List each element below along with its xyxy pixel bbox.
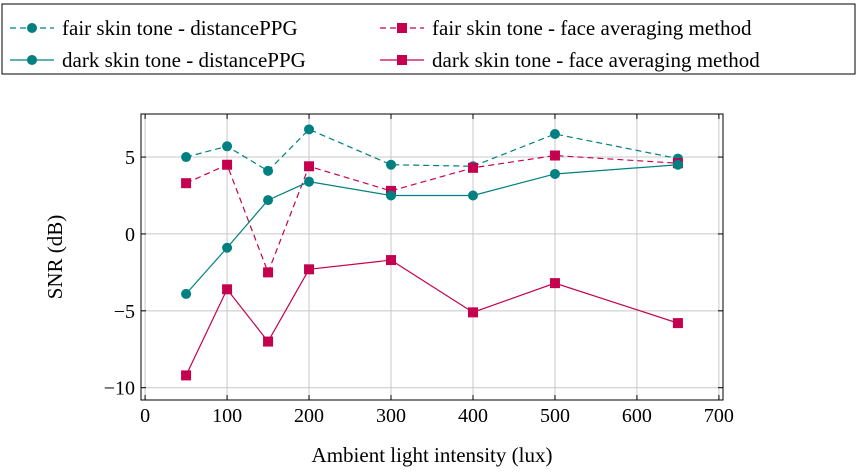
data-point <box>549 150 560 161</box>
x-axis-label: Ambient light intensity (lux) <box>312 443 553 467</box>
data-point <box>222 242 233 253</box>
data-point <box>467 307 478 318</box>
x-tick-label: 200 <box>294 405 324 427</box>
data-point <box>386 190 397 201</box>
data-point <box>549 128 560 139</box>
data-point <box>304 264 315 275</box>
series-line <box>185 259 679 376</box>
data-point <box>672 318 683 329</box>
data-point <box>222 159 233 170</box>
plot-frame <box>140 113 724 401</box>
series-line <box>185 154 678 275</box>
data-point <box>304 161 315 172</box>
legend-item: fair skin tone - face averaging method <box>380 16 752 40</box>
legend-box <box>1 3 856 75</box>
x-tick-label: 500 <box>540 405 570 427</box>
legend-item: dark skin tone - distancePPG <box>10 48 306 72</box>
data-point <box>304 176 315 187</box>
series-lines <box>181 124 683 381</box>
legend-label: fair skin tone - face averaging method <box>432 16 752 40</box>
legend-item: dark skin tone - face averaging method <box>380 48 760 72</box>
legend-label: dark skin tone - face averaging method <box>432 48 760 72</box>
series-3 <box>181 159 683 299</box>
data-point <box>549 278 560 289</box>
legend-swatch-marker <box>27 23 37 33</box>
grid-lines <box>141 114 723 400</box>
legend-swatch-marker <box>397 23 407 33</box>
data-point <box>263 267 274 278</box>
plot-area: 0 100 200 300 400 500 600 700 −10 −5 0 5 <box>104 113 734 427</box>
series-4 <box>181 255 683 381</box>
x-tick-label: 100 <box>212 405 242 427</box>
legend-item: fair skin tone - distancePPG <box>10 16 298 40</box>
data-point <box>222 284 233 295</box>
data-point <box>304 124 315 135</box>
y-tick-label: 5 <box>125 147 135 169</box>
data-point <box>181 288 192 299</box>
data-point <box>386 159 397 170</box>
series-line <box>185 164 678 295</box>
x-tick-label: 300 <box>376 405 406 427</box>
data-point <box>222 141 233 152</box>
series-line <box>185 128 679 172</box>
series-1 <box>181 124 683 176</box>
data-point <box>263 336 274 347</box>
data-point <box>181 152 192 163</box>
data-point <box>467 162 478 173</box>
legend-label: fair skin tone - distancePPG <box>62 16 298 40</box>
y-tick-label: 0 <box>125 224 135 246</box>
axis-ticks: 0 100 200 300 400 500 600 700 −10 −5 0 5 <box>104 114 734 427</box>
y-tick-label: −10 <box>104 378 135 400</box>
x-tick-label: 700 <box>704 405 734 427</box>
y-axis-label: SNR (dB) <box>43 215 67 300</box>
legend-swatch-marker <box>397 55 407 65</box>
data-point <box>549 168 560 179</box>
legend-swatch-marker <box>27 55 37 65</box>
legend: fair skin tone - distancePPG fair skin to… <box>1 3 856 75</box>
data-point <box>467 190 478 201</box>
data-point <box>263 165 274 176</box>
x-tick-label: 600 <box>622 405 652 427</box>
data-point <box>672 159 683 170</box>
data-point <box>386 255 397 266</box>
x-tick-label: 400 <box>458 405 488 427</box>
legend-label: dark skin tone - distancePPG <box>62 48 306 72</box>
y-tick-label: −5 <box>114 301 135 323</box>
data-point <box>263 195 274 206</box>
data-point <box>181 370 192 381</box>
data-point <box>181 178 192 189</box>
x-tick-label: 0 <box>140 405 150 427</box>
